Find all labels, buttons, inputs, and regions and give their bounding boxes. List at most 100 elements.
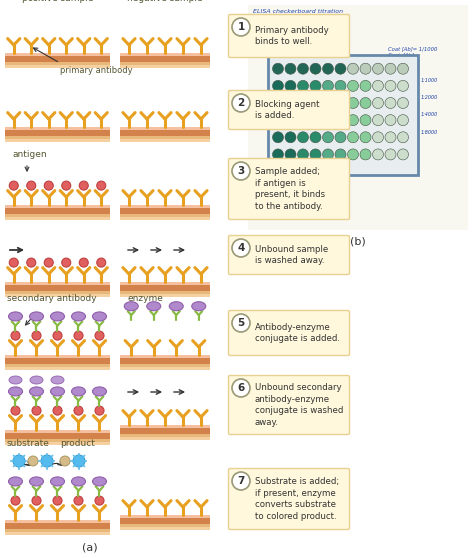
Text: (b): (b)	[350, 236, 366, 246]
Circle shape	[273, 114, 283, 126]
Circle shape	[60, 456, 70, 466]
Text: Antibody-enzyme
conjugate is added.: Antibody-enzyme conjugate is added.	[255, 323, 340, 343]
Bar	[5, 430, 110, 433]
Circle shape	[232, 472, 250, 490]
Ellipse shape	[51, 312, 64, 321]
Text: 5: 5	[237, 318, 245, 328]
Circle shape	[53, 331, 62, 340]
Text: positive sample: positive sample	[22, 0, 93, 3]
Circle shape	[27, 181, 36, 190]
Bar	[120, 515, 210, 518]
Circle shape	[347, 149, 358, 160]
Circle shape	[385, 80, 396, 92]
Bar	[5, 205, 110, 208]
Circle shape	[335, 114, 346, 126]
Bar	[120, 527, 210, 530]
Circle shape	[74, 406, 83, 415]
Circle shape	[385, 63, 396, 74]
Bar	[5, 520, 110, 523]
Circle shape	[385, 98, 396, 108]
Circle shape	[285, 132, 296, 143]
Ellipse shape	[92, 387, 107, 396]
Bar	[5, 65, 110, 68]
Circle shape	[322, 63, 334, 74]
Circle shape	[273, 98, 283, 108]
Circle shape	[310, 80, 321, 92]
Text: Coat [Ab]= 1/1000: Coat [Ab]= 1/1000	[388, 46, 438, 51]
Circle shape	[74, 496, 83, 505]
Ellipse shape	[51, 376, 64, 384]
Text: Coat Ab  lot # 030852: Coat Ab lot # 030852	[253, 17, 314, 22]
Circle shape	[298, 132, 309, 143]
Bar	[120, 434, 210, 437]
Bar	[5, 214, 110, 217]
Circle shape	[335, 80, 346, 92]
Circle shape	[53, 496, 62, 505]
Bar	[5, 532, 110, 535]
Ellipse shape	[72, 312, 85, 321]
Circle shape	[310, 98, 321, 108]
Bar	[120, 425, 210, 428]
Bar	[5, 53, 110, 56]
Bar	[120, 285, 210, 291]
Bar	[120, 524, 210, 527]
Circle shape	[298, 149, 309, 160]
Circle shape	[335, 63, 346, 74]
Circle shape	[373, 114, 383, 126]
Circle shape	[385, 114, 396, 126]
Circle shape	[385, 149, 396, 160]
Circle shape	[335, 149, 346, 160]
FancyBboxPatch shape	[228, 158, 349, 219]
Bar	[120, 62, 210, 65]
Ellipse shape	[9, 376, 22, 384]
Bar	[5, 62, 110, 65]
Circle shape	[44, 258, 53, 267]
Circle shape	[32, 496, 41, 505]
Circle shape	[97, 258, 106, 267]
Circle shape	[347, 80, 358, 92]
FancyBboxPatch shape	[228, 469, 349, 530]
Bar	[248, 5, 468, 230]
Bar	[120, 294, 210, 297]
Bar	[5, 523, 110, 529]
Circle shape	[285, 80, 296, 92]
Text: Primary antibody
binds to well.: Primary antibody binds to well.	[255, 26, 329, 46]
Text: Substrate is added;
if present, enzyme
converts substrate
to colored product.: Substrate is added; if present, enzyme c…	[255, 477, 339, 521]
Bar	[5, 364, 110, 367]
Circle shape	[53, 406, 62, 415]
Text: Conj. [Ab]: Conj. [Ab]	[388, 53, 414, 58]
Bar	[5, 217, 110, 220]
Bar	[120, 127, 210, 130]
Bar	[120, 53, 210, 56]
Circle shape	[273, 149, 283, 160]
Text: substrate: substrate	[7, 439, 50, 448]
Bar	[5, 294, 110, 297]
Circle shape	[373, 132, 383, 143]
Circle shape	[32, 406, 41, 415]
Circle shape	[322, 114, 334, 126]
Circle shape	[285, 63, 296, 74]
Circle shape	[398, 98, 409, 108]
Circle shape	[360, 80, 371, 92]
Bar	[5, 367, 110, 370]
Circle shape	[9, 258, 18, 267]
Bar	[5, 139, 110, 142]
Ellipse shape	[72, 387, 85, 396]
Ellipse shape	[29, 387, 44, 396]
Circle shape	[73, 455, 85, 467]
Text: Dilution of Ab: Dilution of Ab	[278, 179, 314, 184]
Circle shape	[310, 132, 321, 143]
Ellipse shape	[9, 477, 22, 486]
Bar	[120, 56, 210, 62]
Circle shape	[28, 456, 38, 466]
Bar	[120, 208, 210, 214]
Text: negative sample: negative sample	[127, 0, 203, 3]
Circle shape	[373, 149, 383, 160]
Ellipse shape	[72, 477, 85, 486]
Circle shape	[398, 114, 409, 126]
Text: 4: 4	[237, 243, 245, 253]
Circle shape	[347, 98, 358, 108]
Text: Blocking agent
is added.: Blocking agent is added.	[255, 100, 319, 120]
Bar	[5, 433, 110, 439]
Text: 12-16-03: 12-16-03	[253, 31, 278, 36]
